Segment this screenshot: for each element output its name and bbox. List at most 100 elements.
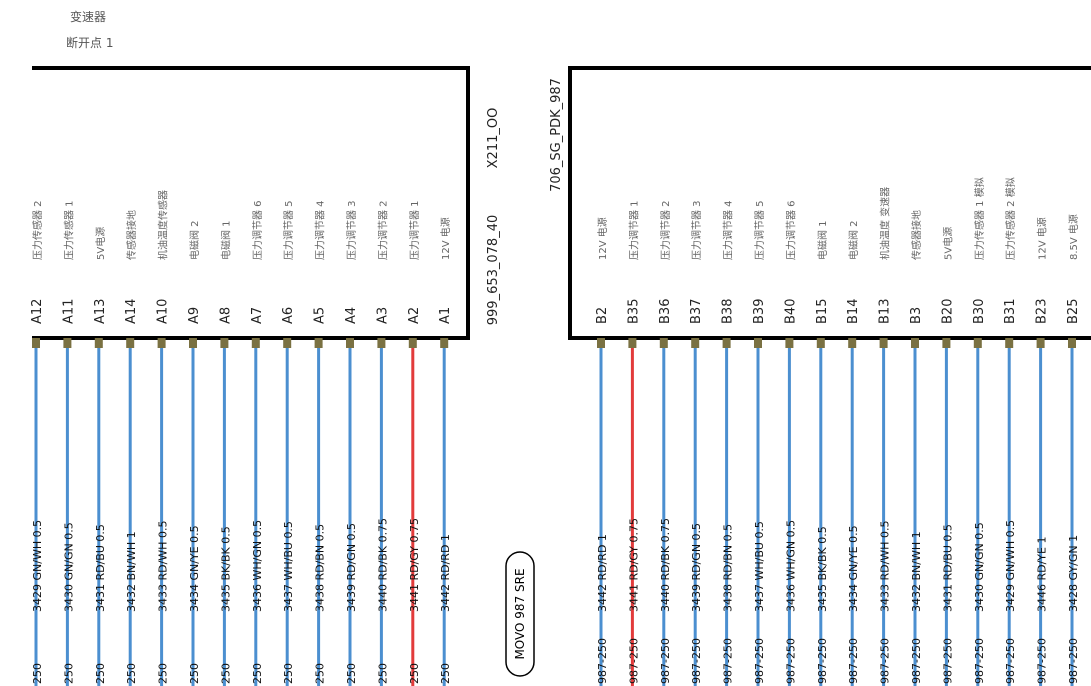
pin-function-label: 压力调节器 3 bbox=[345, 200, 358, 260]
terminal-A5 bbox=[314, 338, 323, 348]
pin-number: A13 bbox=[93, 299, 108, 324]
pin-function-label: 压力调节器 5 bbox=[282, 200, 295, 260]
pin-B2[interactable]: B2 12V 电源 3442 RD/RD 1 987-250 bbox=[595, 217, 610, 686]
pin-B39[interactable]: B39 压力调节器 5 3437 WH/BU 0.5 987-250 bbox=[752, 200, 767, 686]
pin-B14[interactable]: B14 电磁阀 2 3434 GN/YE 0.5 987-250 bbox=[846, 220, 861, 686]
pin-B35[interactable]: B35 压力调节器 1 3441 RD/GY 0.75 987-250 bbox=[626, 200, 641, 686]
wire-end-label: 987-250 bbox=[1036, 638, 1049, 684]
pin-A9[interactable]: A9 电磁阀 2 3434 GN/YE 0.5 250 bbox=[187, 220, 202, 686]
pin-B38[interactable]: B38 压力调节器 4 3438 RD/BN 0.5 987-250 bbox=[721, 200, 736, 686]
pin-function-label: 机油温度 变速器 bbox=[879, 187, 892, 260]
terminal-A1 bbox=[440, 338, 449, 348]
wire-label: 3436 WH/GN 0.5 bbox=[784, 520, 797, 612]
pin-function-label: 压力调节器 1 bbox=[408, 200, 421, 260]
right-connector-id: 706_SG_PDK_987 bbox=[549, 78, 564, 192]
harness-label: MOVO 987 SRE bbox=[505, 551, 535, 677]
wire-label: 3433 RD/WH 0.5 bbox=[879, 521, 892, 612]
pin-function-label: 压力调节器 6 bbox=[251, 200, 264, 260]
pin-function-label: 电磁阀 2 bbox=[188, 220, 201, 260]
terminal-A8 bbox=[220, 338, 229, 348]
wire-end-label: 987-250 bbox=[973, 638, 986, 684]
pin-A5[interactable]: A5 压力调节器 4 3438 RD/BN 0.5 250 bbox=[313, 200, 328, 686]
pin-A8[interactable]: A8 电磁阀 1 3435 BK/BK 0.5 250 bbox=[218, 220, 233, 686]
wire-label: 3429 GN/WH 0.5 bbox=[31, 520, 44, 612]
pin-A6[interactable]: A6 压力调节器 5 3437 WH/BU 0.5 250 bbox=[281, 200, 296, 686]
terminal-B23 bbox=[1036, 338, 1045, 348]
pin-B37[interactable]: B37 压力调节器 3 3439 RD/GN 0.5 987-250 bbox=[689, 200, 704, 686]
pin-A10[interactable]: A10 机油温度传感器 3433 RD/WH 0.5 250 bbox=[156, 190, 171, 686]
wire-end-label: 250 bbox=[408, 663, 421, 684]
pin-B13[interactable]: B13 机油温度 变速器 3433 RD/WH 0.5 987-250 bbox=[878, 187, 893, 686]
pin-A2[interactable]: A2 压力调节器 1 3441 RD/GY 0.75 250 bbox=[407, 200, 422, 686]
terminal-B13 bbox=[879, 338, 888, 348]
pin-number: B35 bbox=[626, 299, 641, 324]
pin-number: A5 bbox=[313, 307, 328, 324]
pin-B30[interactable]: B30 压力传感器 1 模拟 3430 GN/GN 0.5 987-250 bbox=[972, 177, 987, 686]
wire-label: 3437 WH/BU 0.5 bbox=[282, 521, 295, 612]
pin-B25[interactable]: B25 8.5V 电源 3428 GY/GN 1 987-250 bbox=[1066, 214, 1081, 686]
pin-function-label: 压力调节器 6 bbox=[784, 200, 797, 260]
wire-label: 3440 RD/BK 0.75 bbox=[376, 518, 389, 612]
pin-A11[interactable]: A11 压力传感器 1 3430 GN/GN 0.5 250 bbox=[61, 200, 76, 686]
pin-function-label: 电磁阀 2 bbox=[847, 220, 860, 260]
pin-number: B20 bbox=[940, 299, 955, 324]
pin-number: B38 bbox=[721, 299, 736, 324]
pin-number: A3 bbox=[375, 307, 390, 324]
pin-A4[interactable]: A4 压力调节器 3 3439 RD/GN 0.5 250 bbox=[344, 200, 359, 686]
wire-end-label: 987-250 bbox=[1067, 638, 1080, 684]
wire-label: 3438 RD/BN 0.5 bbox=[314, 524, 327, 612]
pin-B15[interactable]: B15 电磁阀 1 3435 BK/BK 0.5 987-250 bbox=[815, 220, 830, 686]
pin-number: B2 bbox=[595, 307, 610, 324]
terminal-A9 bbox=[189, 338, 197, 348]
pin-B31[interactable]: B31 压力传感器 2 模拟 3429 GN/WH 0.5 987-250 bbox=[1003, 177, 1018, 686]
terminal-A6 bbox=[283, 338, 292, 348]
pin-number: B37 bbox=[689, 299, 704, 324]
wire-end-label: 250 bbox=[125, 663, 138, 684]
terminal-A10 bbox=[157, 338, 166, 348]
pin-B3[interactable]: B3 传感器接地 3432 BN/WH 1 987-250 bbox=[909, 210, 924, 686]
pin-function-label: 电磁阀 1 bbox=[219, 220, 232, 260]
pin-number: B23 bbox=[1035, 299, 1050, 324]
terminal-A12 bbox=[32, 338, 40, 348]
pin-A14[interactable]: A14 传感器接地 3432 BN/WH 1 250 bbox=[124, 210, 139, 686]
pin-function-label: 8.5V 电源 bbox=[1067, 214, 1080, 260]
pin-function-label: 压力调节器 4 bbox=[722, 200, 735, 260]
pin-number: A8 bbox=[218, 307, 233, 324]
pin-function-label: 5V电源 bbox=[94, 227, 107, 260]
pin-A7[interactable]: A7 压力调节器 6 3436 WH/GN 0.5 250 bbox=[250, 200, 265, 686]
wire-label: 3431 RD/BU 0.5 bbox=[941, 524, 954, 612]
pin-A1[interactable]: A1 12V 电源 3442 RD/RD 1 250 bbox=[438, 217, 453, 686]
wire-label: 3436 WH/GN 0.5 bbox=[251, 520, 264, 612]
pin-B36[interactable]: B36 压力调节器 2 3440 RD/BK 0.75 987-250 bbox=[658, 200, 673, 686]
wire-end-label: 250 bbox=[62, 663, 75, 684]
terminal-B20 bbox=[942, 338, 951, 348]
wire-label: 3435 BK/BK 0.5 bbox=[816, 526, 829, 612]
wire-end-label: 250 bbox=[219, 663, 232, 684]
pin-function-label: 压力调节器 2 bbox=[376, 200, 389, 260]
pin-B20[interactable]: B20 5V电源 3431 RD/BU 0.5 987-250 bbox=[940, 227, 955, 686]
pin-number: A11 bbox=[61, 299, 76, 324]
pin-number: B39 bbox=[752, 299, 767, 324]
wire-label: 3433 RD/WH 0.5 bbox=[157, 521, 170, 612]
terminal-B36 bbox=[659, 338, 668, 348]
pin-A3[interactable]: A3 压力调节器 2 3440 RD/BK 0.75 250 bbox=[375, 200, 390, 686]
wire-label: 3438 RD/BN 0.5 bbox=[722, 524, 735, 612]
wire-label: 3441 RD/GY 0.75 bbox=[408, 518, 421, 612]
wire-end-label: 250 bbox=[282, 663, 295, 684]
terminal-B3 bbox=[911, 338, 919, 348]
wire-end-label: 250 bbox=[314, 663, 327, 684]
pin-A13[interactable]: A13 5V电源 3431 RD/BU 0.5 250 bbox=[93, 227, 108, 686]
wire-label: 3437 WH/BU 0.5 bbox=[753, 521, 766, 612]
pin-function-label: 机油温度传感器 bbox=[157, 190, 170, 260]
pin-A12[interactable]: A12 压力传感器 2 3429 GN/WH 0.5 250 bbox=[30, 200, 45, 686]
pin-B40[interactable]: B40 压力调节器 6 3436 WH/GN 0.5 987-250 bbox=[783, 200, 798, 686]
pin-B23[interactable]: B23 12V 电源 3446 RD/YE 1 987-250 bbox=[1035, 217, 1050, 686]
wire-label: 3430 GN/GN 0.5 bbox=[973, 522, 986, 612]
wire-end-label: 250 bbox=[157, 663, 170, 684]
wire-label: 3440 RD/BK 0.75 bbox=[659, 518, 672, 612]
header-subtitle: 断开点 1 bbox=[66, 36, 114, 50]
wire-label: 3439 RD/GN 0.5 bbox=[690, 523, 703, 612]
wire-end-label: 250 bbox=[345, 663, 358, 684]
wire-end-label: 250 bbox=[94, 663, 107, 684]
pin-number: A12 bbox=[30, 299, 45, 324]
